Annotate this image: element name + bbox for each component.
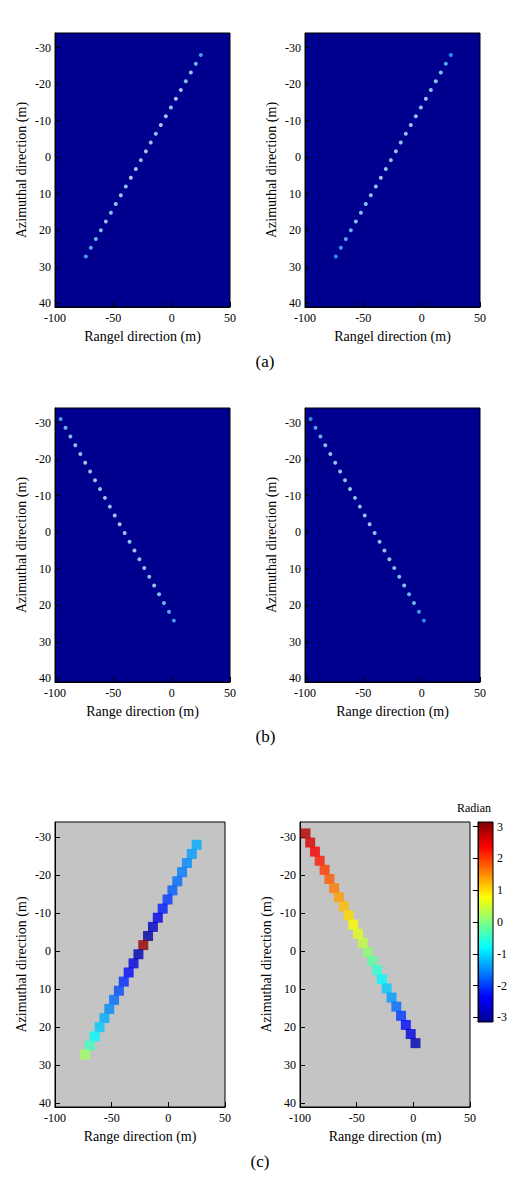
svg-text:40: 40: [39, 1096, 51, 1110]
svg-text:-50: -50: [105, 311, 121, 325]
svg-text:30: 30: [39, 260, 51, 274]
svg-text:3: 3: [497, 820, 503, 834]
svg-text:-100: -100: [44, 686, 66, 700]
svg-text:-50: -50: [355, 311, 371, 325]
svg-text:Range direction (m): Range direction (m): [329, 1129, 442, 1145]
svg-text:-30: -30: [35, 830, 51, 844]
svg-text:-20: -20: [285, 452, 301, 466]
svg-text:0: 0: [419, 686, 425, 700]
svg-text:30: 30: [39, 635, 51, 649]
svg-text:-50: -50: [105, 686, 121, 700]
svg-text:0: 0: [45, 944, 51, 958]
svg-text:0: 0: [169, 686, 175, 700]
svg-text:50: 50: [474, 311, 486, 325]
svg-text:40: 40: [39, 671, 51, 685]
svg-text:-20: -20: [35, 77, 51, 91]
svg-text:30: 30: [39, 1058, 51, 1072]
svg-text:10: 10: [289, 187, 301, 201]
svg-text:-20: -20: [280, 868, 296, 882]
svg-text:50: 50: [474, 686, 486, 700]
svg-text:Azimuthal direction (m): Azimuthal direction (m): [14, 477, 30, 613]
svg-text:20: 20: [39, 223, 51, 237]
svg-text:-100: -100: [44, 1111, 66, 1125]
svg-text:-10: -10: [35, 114, 51, 128]
svg-text:0: 0: [497, 915, 503, 929]
svg-text:-100: -100: [294, 686, 316, 700]
svg-text:0: 0: [45, 150, 51, 164]
svg-text:0: 0: [45, 525, 51, 539]
svg-text:20: 20: [284, 1020, 296, 1034]
svg-text:Azimuthal direction (m): Azimuthal direction (m): [264, 102, 280, 238]
svg-text:-10: -10: [35, 489, 51, 503]
svg-text:-30: -30: [285, 41, 301, 55]
svg-text:20: 20: [39, 1020, 51, 1034]
svg-text:-50: -50: [104, 1111, 120, 1125]
svg-text:1: 1: [497, 883, 503, 897]
svg-text:40: 40: [284, 1096, 296, 1110]
svg-text:10: 10: [39, 187, 51, 201]
svg-text:(b): (b): [256, 727, 276, 746]
svg-text:0: 0: [419, 311, 425, 325]
svg-text:-100: -100: [44, 311, 66, 325]
svg-text:50: 50: [219, 1111, 231, 1125]
svg-text:Radian: Radian: [457, 801, 491, 815]
svg-text:0: 0: [290, 944, 296, 958]
svg-text:0: 0: [410, 1111, 416, 1125]
svg-text:-30: -30: [35, 41, 51, 55]
svg-text:Rangel direction (m): Rangel direction (m): [334, 329, 451, 345]
svg-text:-10: -10: [285, 114, 301, 128]
svg-text:-100: -100: [294, 311, 316, 325]
svg-text:50: 50: [224, 686, 236, 700]
svg-text:Azimuthal direction (m): Azimuthal direction (m): [14, 896, 30, 1032]
svg-text:30: 30: [284, 1058, 296, 1072]
svg-text:Azimuthal direction (m): Azimuthal direction (m): [259, 896, 275, 1032]
svg-text:20: 20: [39, 598, 51, 612]
svg-text:Azimuthal direction (m): Azimuthal direction (m): [14, 102, 30, 238]
svg-text:10: 10: [289, 562, 301, 576]
svg-text:-10: -10: [280, 906, 296, 920]
svg-text:Range direction (m): Range direction (m): [86, 704, 199, 720]
svg-text:Range direction (m): Range direction (m): [84, 1129, 197, 1145]
svg-text:(c): (c): [251, 1152, 270, 1171]
svg-text:0: 0: [169, 311, 175, 325]
svg-text:-30: -30: [280, 830, 296, 844]
svg-text:40: 40: [289, 671, 301, 685]
svg-text:Azimuthal direction (m): Azimuthal direction (m): [264, 477, 280, 613]
svg-text:Rangel direction (m): Rangel direction (m): [84, 329, 201, 345]
svg-text:-30: -30: [35, 416, 51, 430]
svg-text:-30: -30: [285, 416, 301, 430]
svg-text:(a): (a): [256, 352, 275, 371]
svg-text:-1: -1: [497, 947, 507, 961]
svg-text:50: 50: [464, 1111, 476, 1125]
svg-text:10: 10: [39, 982, 51, 996]
svg-text:-20: -20: [35, 868, 51, 882]
svg-text:0: 0: [165, 1111, 171, 1125]
svg-text:-50: -50: [349, 1111, 365, 1125]
svg-text:0: 0: [295, 150, 301, 164]
svg-text:30: 30: [289, 635, 301, 649]
svg-text:-2: -2: [497, 979, 507, 993]
svg-text:10: 10: [284, 982, 296, 996]
svg-text:-50: -50: [355, 686, 371, 700]
svg-text:-3: -3: [497, 1010, 507, 1024]
svg-text:50: 50: [224, 311, 236, 325]
svg-text:10: 10: [39, 562, 51, 576]
svg-text:-10: -10: [285, 489, 301, 503]
svg-text:40: 40: [289, 296, 301, 310]
svg-text:-20: -20: [35, 452, 51, 466]
svg-text:40: 40: [39, 296, 51, 310]
svg-text:20: 20: [289, 223, 301, 237]
svg-text:-100: -100: [289, 1111, 311, 1125]
svg-text:20: 20: [289, 598, 301, 612]
svg-text:-20: -20: [285, 77, 301, 91]
svg-text:-10: -10: [35, 906, 51, 920]
svg-text:Range direction (m): Range direction (m): [336, 704, 449, 720]
svg-text:30: 30: [289, 260, 301, 274]
svg-text:2: 2: [497, 851, 503, 865]
svg-text:0: 0: [295, 525, 301, 539]
